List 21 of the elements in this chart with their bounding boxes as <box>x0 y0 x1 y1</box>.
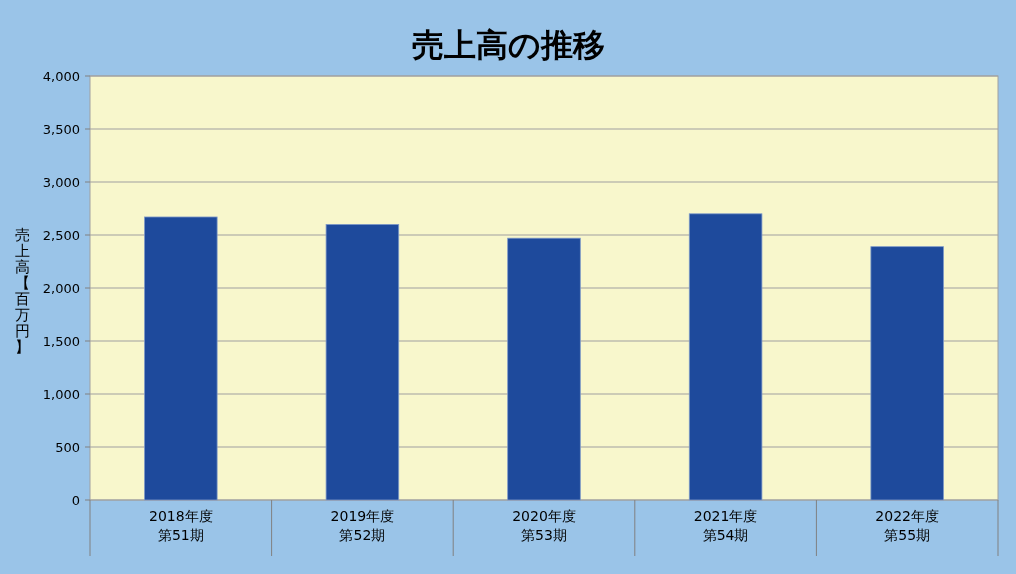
y-tick-label: 500 <box>55 440 80 455</box>
y-axis-title: 売上高【百万円】 <box>14 226 30 356</box>
x-tick-label: 2021年度第54期 <box>692 507 759 545</box>
y-tick-label: 3,000 <box>42 175 80 190</box>
bar <box>688 213 763 501</box>
x-tick-label: 2019年度第52期 <box>329 507 396 545</box>
x-tick-label: 2020年度第53期 <box>511 507 577 545</box>
y-tick-label: 1,000 <box>42 387 80 402</box>
bar <box>144 216 218 501</box>
y-tick-label: 4,000 <box>42 69 80 84</box>
bar <box>507 237 581 501</box>
x-tick-label: 2022年度第55期 <box>874 507 940 545</box>
y-tick-label: 1,500 <box>42 334 80 349</box>
y-tick-label: 0 <box>71 493 80 508</box>
bar <box>325 224 400 501</box>
y-tick-label: 2,500 <box>42 228 80 243</box>
x-tick-label: 2018年度第51期 <box>147 507 214 545</box>
y-tick-label: 2,000 <box>42 281 80 296</box>
y-tick-label: 3,500 <box>42 122 80 137</box>
bar <box>870 246 944 501</box>
chart-title: 売上高の推移 <box>411 26 605 64</box>
